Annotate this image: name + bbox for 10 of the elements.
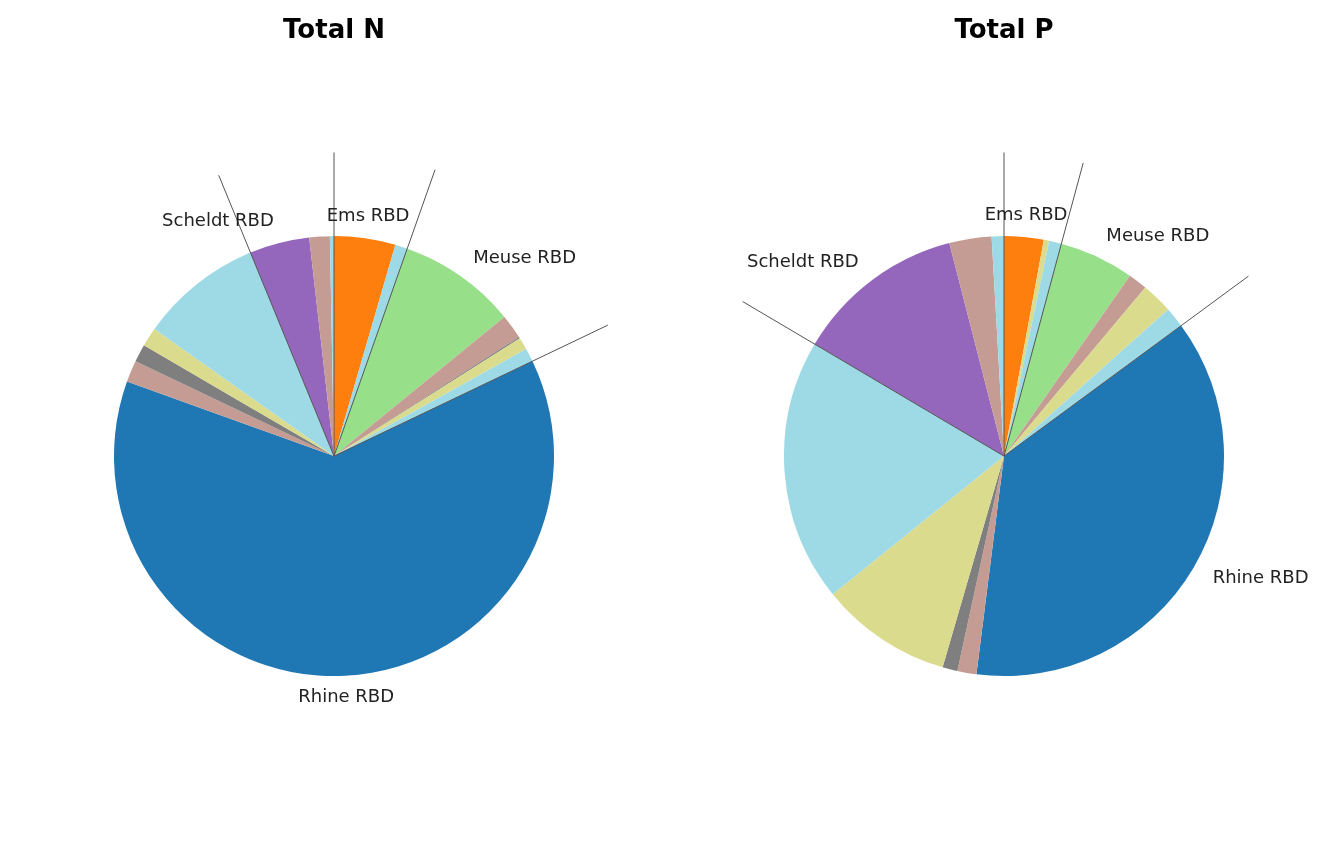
slice-label: Rhine RBD xyxy=(298,685,395,707)
slice-label: Meuse RBD xyxy=(473,245,577,267)
slice-label: Scheldt RBD xyxy=(746,250,859,272)
slice-label: Ems RBD xyxy=(326,204,410,226)
slice-label: Meuse RBD xyxy=(1106,224,1210,246)
slice-label: Scheldt RBD xyxy=(162,209,274,231)
slice-label: Rhine RBD xyxy=(1212,566,1309,588)
chart-title: Total P xyxy=(954,14,1054,45)
slice-label: Ems RBD xyxy=(984,202,1068,224)
chart-title: Total N xyxy=(283,14,385,45)
